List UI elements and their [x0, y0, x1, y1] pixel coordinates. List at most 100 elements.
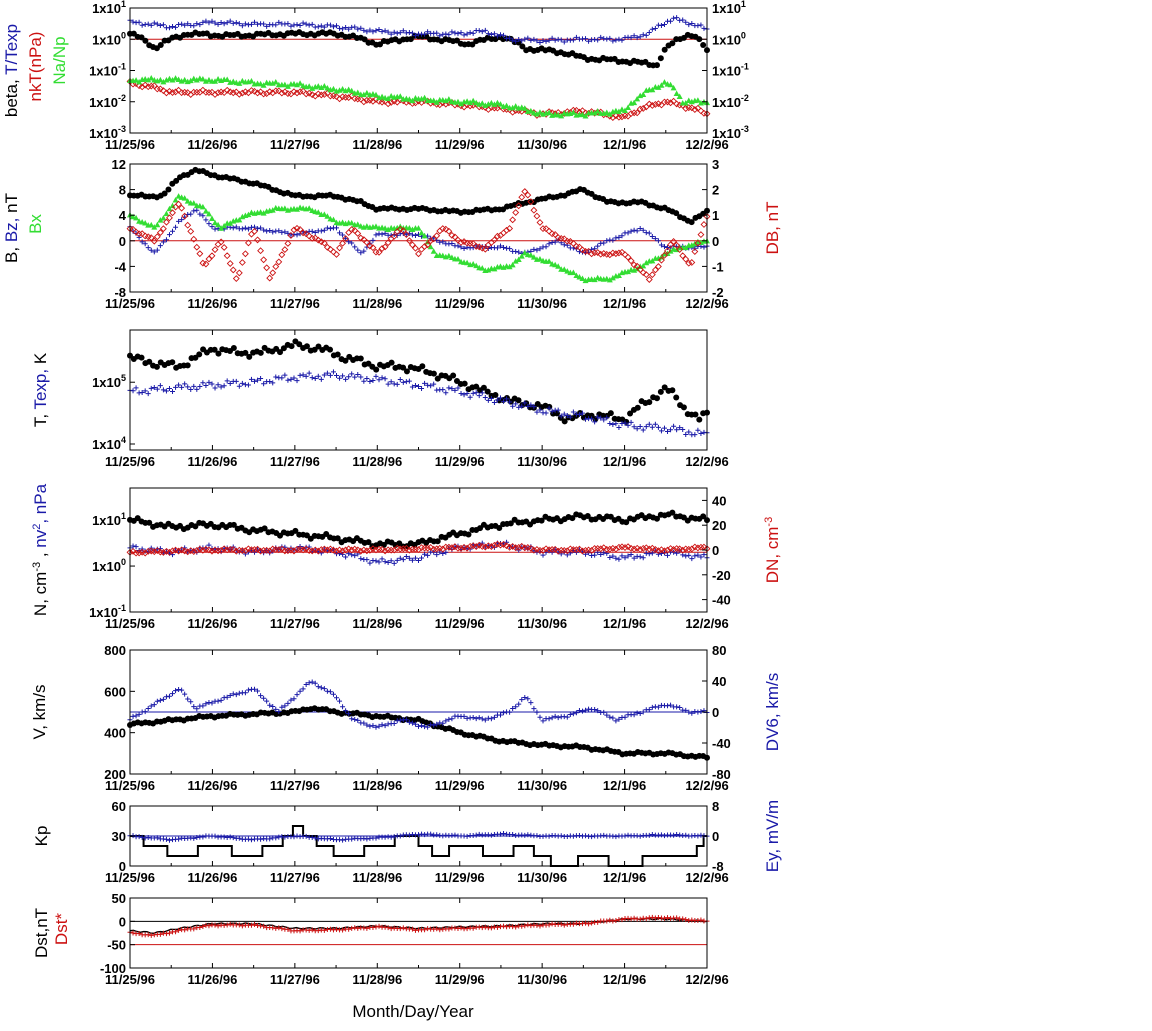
data-point — [525, 696, 531, 702]
data-point — [345, 86, 352, 92]
data-point — [623, 519, 630, 526]
series-Kp-plus-blue — [127, 831, 710, 843]
data-point — [355, 247, 361, 253]
data-point — [458, 100, 465, 107]
data-point — [294, 81, 301, 88]
data-point — [551, 545, 559, 553]
data-point — [610, 553, 616, 559]
data-point — [340, 26, 346, 32]
data-point — [190, 88, 198, 96]
data-point — [390, 546, 398, 554]
data-point — [223, 86, 231, 94]
x-tick-label: 11/30/96 — [517, 870, 567, 885]
data-point — [193, 88, 201, 96]
data-point — [130, 930, 136, 936]
data-point — [640, 91, 647, 97]
series-beta-dot-black — [127, 29, 710, 69]
data-point — [497, 101, 504, 107]
data-point — [434, 832, 440, 838]
data-point — [169, 202, 176, 209]
data-point — [655, 704, 661, 710]
y-right-tick-label: 0 — [712, 234, 719, 249]
data-point — [519, 697, 525, 703]
data-point — [352, 925, 358, 931]
data-point — [300, 20, 306, 26]
data-point — [695, 918, 701, 924]
data-point — [406, 555, 412, 561]
data-point — [214, 547, 222, 555]
data-point — [428, 831, 434, 837]
data-point — [637, 424, 643, 430]
data-point — [516, 36, 522, 42]
data-point — [631, 99, 638, 106]
data-point — [227, 692, 233, 698]
data-point — [616, 234, 622, 240]
data-point — [634, 95, 641, 102]
data-point — [211, 246, 219, 254]
data-point — [676, 93, 683, 99]
data-point — [415, 250, 422, 258]
data-point — [658, 428, 664, 434]
data-point — [443, 31, 449, 37]
x-tick-label: 12/2/96 — [685, 870, 728, 885]
data-point — [628, 419, 634, 425]
y-right-tick-label: 1 — [712, 208, 719, 223]
data-point — [409, 97, 416, 104]
data-point — [503, 542, 511, 550]
data-point — [254, 545, 261, 553]
data-point — [570, 833, 576, 839]
data-point — [136, 711, 142, 717]
data-point — [147, 82, 155, 90]
data-point — [512, 544, 520, 552]
data-point — [248, 376, 254, 382]
data-point — [515, 543, 523, 551]
data-point — [664, 247, 671, 255]
data-point — [615, 113, 623, 121]
data-point — [170, 228, 176, 234]
data-point — [506, 263, 513, 270]
data-point — [419, 363, 426, 370]
data-point — [673, 210, 680, 217]
data-point — [534, 709, 540, 715]
data-point — [603, 109, 610, 116]
data-point — [387, 98, 395, 106]
data-point — [184, 198, 191, 204]
data-point — [405, 237, 413, 245]
data-point — [300, 372, 306, 378]
data-point — [192, 523, 199, 530]
data-point — [230, 521, 237, 528]
data-point — [668, 702, 674, 708]
data-point — [558, 551, 564, 557]
data-point — [686, 429, 692, 435]
data-point — [381, 243, 389, 251]
series-N-dot-black — [127, 509, 710, 550]
data-point — [327, 372, 333, 378]
data-point — [136, 834, 142, 840]
data-point — [288, 23, 294, 29]
data-point — [640, 427, 646, 433]
data-point — [692, 411, 699, 418]
data-point — [503, 226, 511, 234]
data-point — [352, 24, 358, 30]
data-point — [154, 835, 160, 841]
data-point — [185, 696, 191, 702]
data-point — [677, 425, 683, 431]
data-point — [196, 250, 204, 258]
data-point — [334, 926, 340, 932]
data-point — [516, 404, 522, 410]
data-point — [327, 689, 333, 695]
data-point — [510, 403, 516, 409]
data-point — [281, 81, 288, 88]
data-point — [454, 98, 461, 105]
data-point — [615, 108, 622, 114]
data-point — [606, 111, 613, 117]
data-point — [190, 75, 197, 82]
data-point — [323, 546, 331, 554]
data-point — [215, 221, 222, 228]
data-point — [583, 707, 589, 713]
data-point — [218, 20, 224, 26]
data-point — [267, 378, 273, 384]
data-point — [346, 239, 352, 245]
data-point — [170, 691, 176, 697]
data-point — [515, 256, 522, 263]
